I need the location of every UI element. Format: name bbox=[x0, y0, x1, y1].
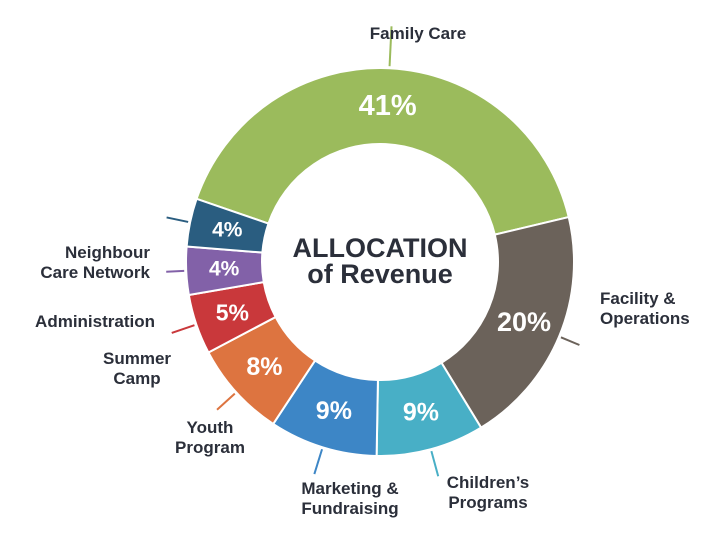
category-labels-group: Family Care Facility & Operations Children’… bbox=[35, 24, 690, 518]
leader-line-youth-program bbox=[216, 392, 236, 411]
category-label-youth-program: Youth Program bbox=[175, 418, 245, 457]
leader-line-neighbour-care-network bbox=[166, 216, 189, 223]
category-label-facility-operations: Facility & Operations bbox=[600, 289, 690, 328]
leader-line-summer-camp bbox=[171, 324, 195, 334]
category-label-summer-camp: Summer Camp bbox=[103, 349, 171, 388]
value-label-family-care: 41% bbox=[359, 90, 417, 122]
slices-group bbox=[185, 67, 575, 457]
value-label-facility-operations: 20% bbox=[497, 307, 551, 337]
percent-labels-group: 41% 20% 9% 9% 8% 5% 4% 4% bbox=[209, 90, 551, 426]
leader-line-marketing-fundraising bbox=[313, 448, 323, 475]
leader-line-childrens-programs bbox=[430, 450, 440, 477]
category-label-family-care: Family Care bbox=[370, 24, 466, 43]
category-label-neighbour-care-network: Neighbour Care Network bbox=[40, 243, 150, 282]
slice-facility-operations bbox=[440, 215, 575, 429]
chart-title-line2: of Revenue bbox=[307, 259, 453, 289]
category-label-childrens-programs: Children’s Programs bbox=[447, 473, 530, 512]
slice-neighbour-care-network bbox=[185, 197, 270, 254]
slice-family-care bbox=[195, 67, 570, 236]
category-label-administration: Administration bbox=[35, 312, 155, 331]
value-label-administration: 4% bbox=[209, 258, 240, 281]
chart-title-line1: ALLOCATION bbox=[293, 233, 468, 263]
leader-line-family-care bbox=[388, 26, 393, 67]
value-label-neighbour-care-network: 4% bbox=[212, 219, 243, 242]
value-label-summer-camp: 5% bbox=[216, 299, 249, 325]
value-label-youth-program: 8% bbox=[246, 353, 282, 381]
leader-line-administration bbox=[166, 269, 185, 273]
category-label-marketing-fundraising: Marketing & Fundraising bbox=[301, 479, 398, 518]
leader-lines-group bbox=[166, 26, 580, 477]
value-label-marketing-fundraising: 9% bbox=[316, 397, 352, 425]
value-label-childrens-programs: 9% bbox=[403, 399, 439, 427]
leader-line-facility-operations bbox=[560, 336, 580, 346]
